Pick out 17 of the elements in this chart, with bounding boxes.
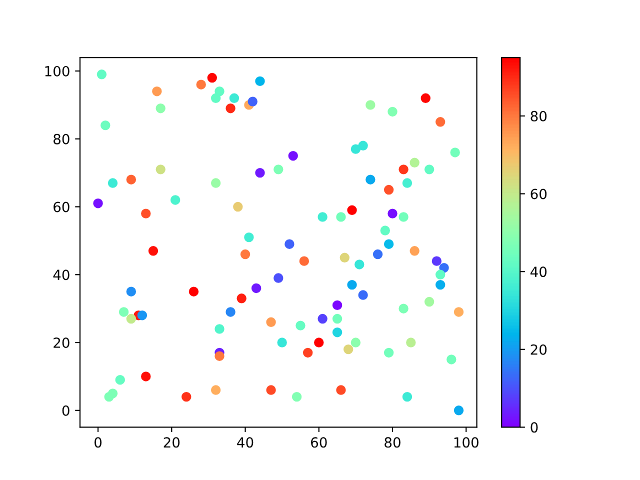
x-tick-label: 40 xyxy=(237,437,254,448)
x-tick-label: 0 xyxy=(94,437,102,448)
y-tick-label: 0 xyxy=(62,405,70,416)
x-tick-label: 100 xyxy=(454,437,478,448)
x-tick-label: 20 xyxy=(164,437,180,448)
y-tick-label: 20 xyxy=(54,337,70,348)
y-tick-label: 80 xyxy=(54,134,70,144)
color-bar-label: 60 xyxy=(530,188,547,200)
x-tick-label: 60 xyxy=(311,437,327,448)
color-bar-label: 0 xyxy=(530,422,538,433)
color-bar-label: 80 xyxy=(530,110,547,122)
x-tick-label: 80 xyxy=(384,437,400,448)
color-bar-label: 20 xyxy=(530,344,547,355)
y-tick-label: 40 xyxy=(53,270,70,280)
color-bar-label: 40 xyxy=(530,266,547,278)
y-tick-label: 100 xyxy=(45,66,70,76)
y-tick-label: 60 xyxy=(54,202,70,212)
